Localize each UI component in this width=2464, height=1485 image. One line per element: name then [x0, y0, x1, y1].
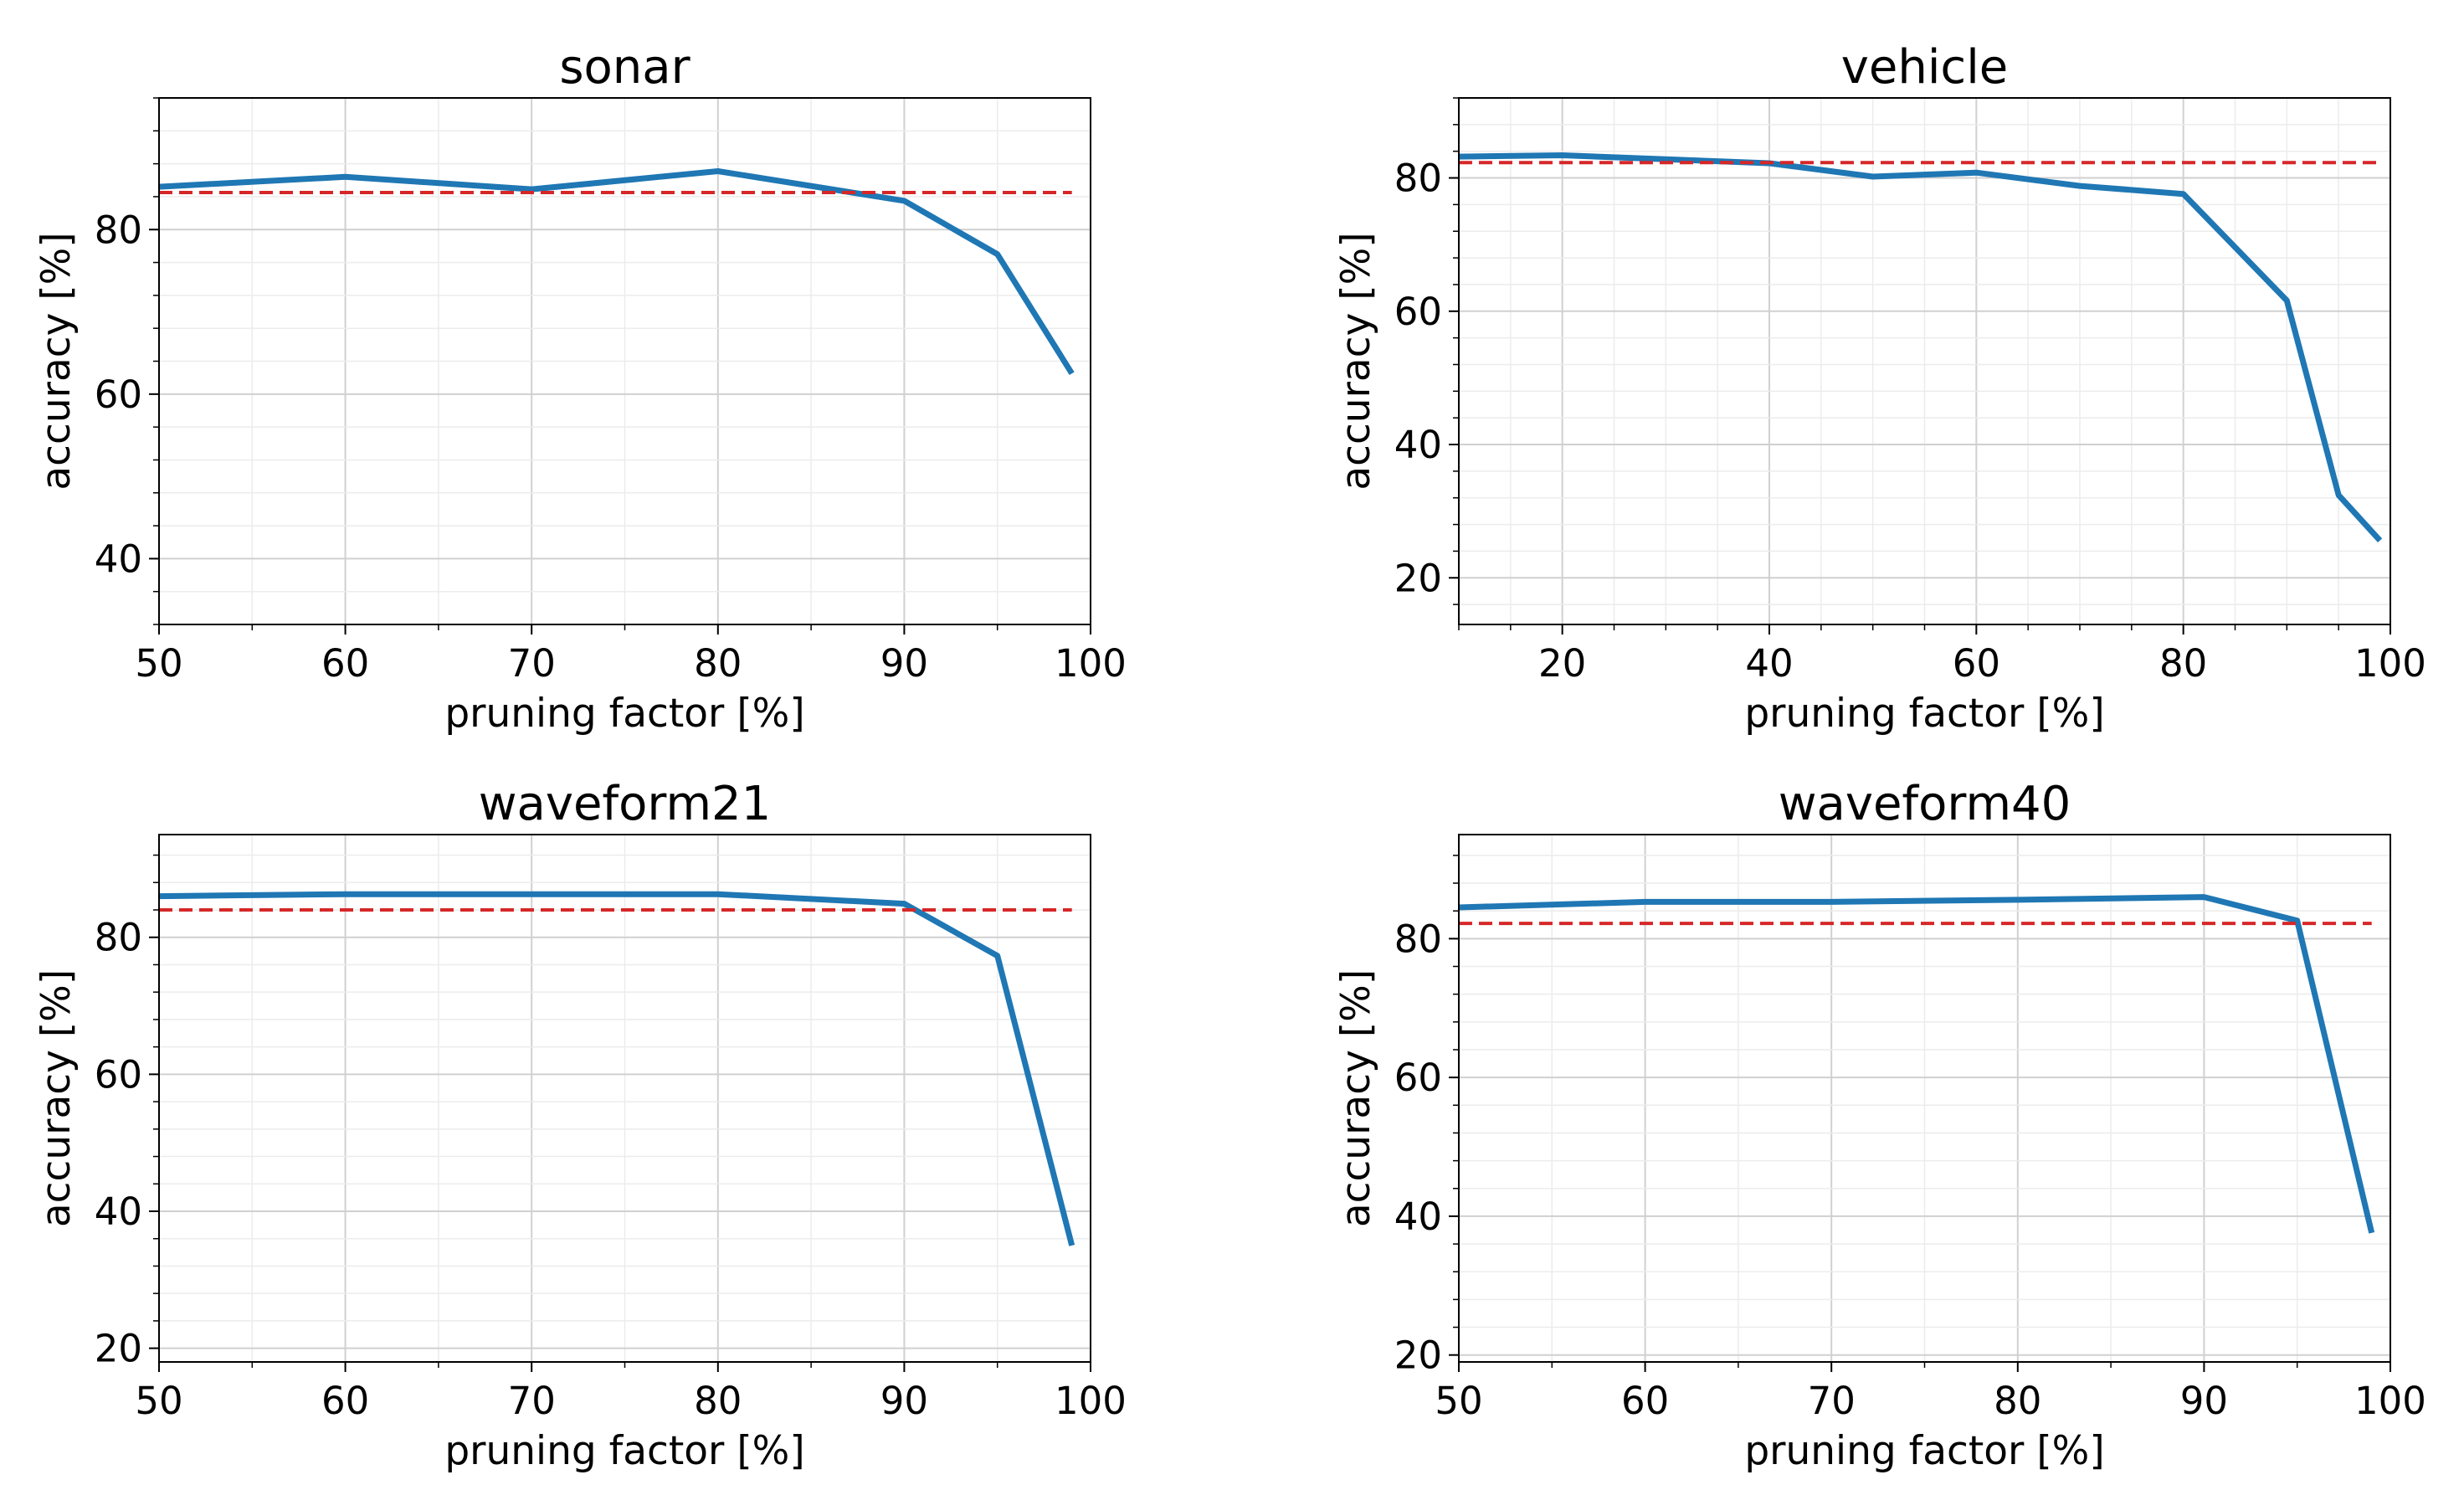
- y-axis-label: accuracy [%]: [1333, 232, 1379, 490]
- y-axis-label: accuracy [%]: [1333, 969, 1379, 1227]
- x-tick-label: 100: [2354, 1379, 2426, 1423]
- x-tick-label: 20: [1538, 641, 1586, 686]
- x-tick-label: 80: [694, 1379, 742, 1423]
- x-axis-label: pruning factor [%]: [1744, 1428, 2104, 1474]
- y-tick-label: 60: [95, 1052, 142, 1097]
- x-axis-label: pruning factor [%]: [444, 1428, 804, 1474]
- y-tick-label: 20: [1394, 1333, 1442, 1378]
- x-tick-label: 90: [880, 1379, 928, 1423]
- chart-sonar: 50 60 70 80 90 100 40 60 80 sonar pruning factor […: [33, 40, 1127, 737]
- x-tick-label: 90: [2180, 1379, 2228, 1423]
- x-tick-label: 50: [1435, 1379, 1482, 1423]
- grid: [158, 835, 1091, 1362]
- x-tick-label: 80: [694, 641, 742, 686]
- y-tick-label: 80: [95, 916, 142, 960]
- x-tick-label: 60: [321, 641, 369, 686]
- y-axis-label: accuracy [%]: [33, 969, 80, 1227]
- y-tick-label: 80: [1394, 157, 1442, 201]
- y-tick-label: 40: [95, 1190, 142, 1234]
- series-line-accuracy: [1458, 152, 2383, 543]
- chart-title: vehicle: [1841, 40, 2008, 95]
- series-line-accuracy: [1458, 894, 2375, 1234]
- x-tick-label: 60: [1621, 1379, 1669, 1423]
- x-tick-label: 90: [880, 641, 928, 686]
- x-axis-label: pruning factor [%]: [1744, 691, 2104, 737]
- axes-frame: [1458, 834, 2391, 1363]
- y-tick-label: 40: [95, 537, 142, 581]
- x-tick-label: 100: [1055, 641, 1127, 686]
- y-tick-label: 40: [1394, 423, 1442, 467]
- y-tick-label: 80: [1394, 917, 1442, 961]
- y-tick-label: 20: [95, 1327, 142, 1371]
- y-tick-label: 80: [95, 208, 142, 252]
- axes-frame: [158, 97, 1091, 625]
- x-tick-label: 80: [2159, 641, 2207, 686]
- x-tick-label: 40: [1745, 641, 1793, 686]
- y-axis-label: accuracy [%]: [33, 232, 80, 490]
- y-tick-label: 60: [1394, 1056, 1442, 1100]
- axes-frame: [158, 834, 1091, 1363]
- chart-waveform40: 50 60 70 80 90 100 20 40 60 80 waveform40 pruning f…: [1333, 777, 2426, 1474]
- chart-title: waveform40: [1779, 777, 2071, 831]
- grid: [1458, 835, 2391, 1362]
- x-tick-label: 60: [1953, 641, 2000, 686]
- y-tick-label: 20: [1394, 556, 1442, 600]
- x-tick-label: 50: [135, 1379, 182, 1423]
- x-tick-label: 70: [508, 641, 556, 686]
- x-tick-label: 100: [1055, 1379, 1127, 1423]
- x-tick-label: 80: [1994, 1379, 2041, 1423]
- chart-title: sonar: [559, 40, 690, 95]
- x-tick-label: 50: [135, 641, 182, 686]
- series-line-accuracy: [158, 168, 1075, 376]
- grid: [1458, 97, 2391, 624]
- x-tick-label: 70: [508, 1379, 556, 1423]
- x-tick-label: 70: [1808, 1379, 1856, 1423]
- x-tick-label: 60: [321, 1379, 369, 1423]
- chart-title: waveform21: [479, 777, 772, 831]
- x-tick-label: 100: [2354, 641, 2426, 686]
- chart-waveform21: 50 60 70 80 90 100 20 40 60 80 waveform21 pruning f…: [33, 777, 1127, 1474]
- series-line-accuracy: [158, 891, 1075, 1246]
- chart-vehicle: 20 40 60 80 100 20 40 60 80 vehicle pruning factor…: [1333, 40, 2426, 737]
- y-tick-label: 60: [95, 373, 142, 417]
- y-tick-label: 60: [1394, 290, 1442, 334]
- y-tick-label: 40: [1394, 1195, 1442, 1239]
- x-axis-label: pruning factor [%]: [444, 691, 804, 737]
- axes-frame: [1458, 97, 2391, 625]
